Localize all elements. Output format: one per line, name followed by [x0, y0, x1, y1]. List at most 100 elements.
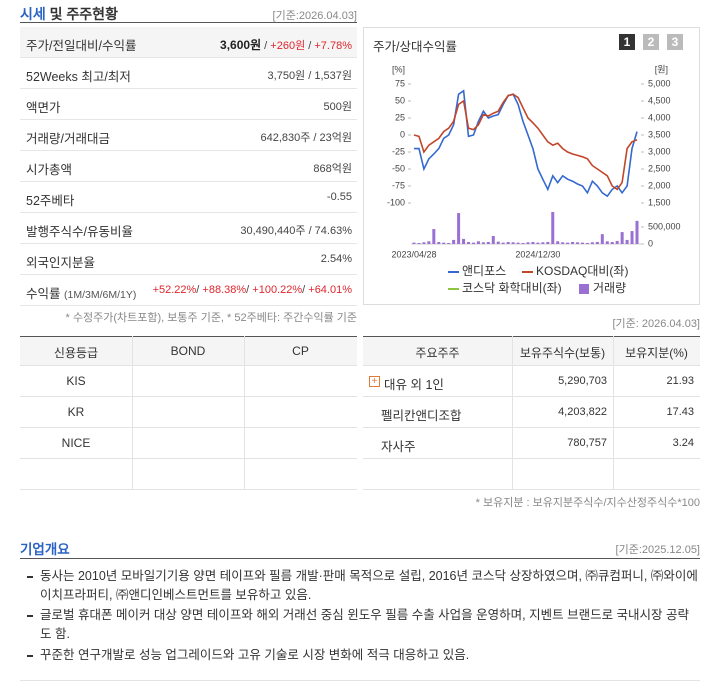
label: 발행주식수/유동비율 — [26, 225, 133, 239]
row-value: 500원 — [324, 98, 352, 114]
value: +260원 — [270, 40, 306, 52]
row-line — [20, 458, 357, 459]
label: 52주베타 — [26, 194, 75, 208]
divider — [20, 558, 700, 559]
overview-title: 기업개요 — [20, 542, 70, 557]
series-line — [413, 93, 638, 191]
overview-item: 글로벌 휴대폰 메이커 대상 양면 테이프와 해외 거래선 중심 윈도우 필름 … — [40, 608, 690, 641]
volume-bar — [635, 220, 639, 244]
col-line — [512, 336, 513, 489]
summary-row: 52주베타 -0.55 — [20, 182, 357, 213]
cell: NICE — [61, 436, 91, 450]
x-tick-label: 2023/04/28 — [391, 249, 436, 259]
chart-tab[interactable]: 3 — [667, 34, 683, 50]
axis-unit: [%] — [392, 64, 405, 74]
title-main: 시세 — [20, 6, 46, 22]
value: +64.01% — [308, 284, 352, 296]
bullet — [27, 576, 33, 578]
y-tick-label: 50 — [395, 95, 405, 105]
header-cell: 주요주주 — [415, 346, 460, 360]
value: 868억원 — [313, 163, 352, 175]
date: [기준:2026.04.03] — [272, 10, 357, 22]
sublabel: (1M/3M/6M/1Y) — [64, 289, 137, 301]
shares: 4,203,822 — [558, 406, 607, 418]
row-value: 868억원 — [313, 160, 352, 176]
volume-bar — [432, 229, 436, 244]
volume-bar — [511, 242, 515, 244]
header-bg — [363, 336, 700, 366]
cell: KIS — [66, 374, 86, 388]
row-value: 3,750원 / 1,537원 — [268, 67, 352, 83]
col-line — [244, 336, 245, 489]
overview-item: 동사는 2010년 모바일기기용 양면 테이프와 필름 개발·판매 목적으로 설… — [40, 569, 698, 602]
header-cell: CP — [292, 344, 309, 358]
legend-label: 거래량 — [593, 281, 626, 295]
row-label: 발행주식수/유동비율 — [26, 221, 133, 240]
volume-bar — [610, 241, 614, 244]
row-label: 52Weeks 최고/최저 — [26, 66, 131, 85]
row-label: 수익률 (1M/3M/6M/1Y) — [26, 283, 136, 302]
y2-tick-label: 5,000 — [648, 78, 671, 88]
y-tick-label: 25 — [395, 112, 405, 122]
volume-bar — [580, 242, 584, 244]
bullet — [27, 615, 33, 617]
note: * 보유지분 : 보유지분주식수/지수산정주식수*100 — [475, 497, 700, 509]
expand-icon[interactable]: + — [369, 376, 380, 387]
chart-tab[interactable]: 2 — [643, 34, 659, 50]
value: 30,490,440주 / 74.63% — [240, 225, 352, 237]
legend-swatch — [579, 284, 589, 294]
volume-bar — [427, 241, 431, 244]
y-tick-label: -50 — [392, 163, 405, 173]
volume-bar — [496, 241, 500, 244]
volume-bar — [422, 242, 426, 244]
summary-row: 액면가 500원 — [20, 89, 357, 120]
y2-tick-label: 2,000 — [648, 180, 671, 190]
chart-title: 주가/상대수익률 — [373, 40, 457, 54]
y2-tick-label: 4,500 — [648, 95, 671, 105]
volume-bar — [467, 241, 471, 244]
summary-row: 거래량/거래대금 642,830주 / 23억원 — [20, 120, 357, 151]
row-value: -0.55 — [327, 191, 352, 203]
value: +88.38% — [202, 284, 247, 296]
value: +7.78% — [314, 40, 352, 52]
summary-row: 수익률 (1M/3M/6M/1Y) +52.22%/ +88.38%/ +100.… — [20, 275, 357, 306]
divider — [20, 22, 357, 23]
date: [기준:2025.12.05] — [615, 544, 700, 556]
col-line — [132, 336, 133, 489]
bullet — [27, 655, 33, 657]
row-line — [20, 365, 357, 366]
holder-name: 자사주 — [381, 440, 416, 454]
volume-bar — [551, 212, 555, 244]
volume-bar — [595, 241, 599, 244]
row-value: 2.54% — [321, 253, 352, 265]
cell: KR — [67, 405, 85, 419]
volume-bar — [600, 234, 604, 244]
legend-label: KOSDAQ대비(좌) — [536, 264, 628, 278]
overview-item: 꾸준한 연구개발로 성능 업그레이드와 고유 기술로 시장 변화에 적극 대응하… — [40, 648, 470, 662]
label: 수익률 — [26, 287, 61, 301]
volume-bar — [585, 242, 589, 244]
row-label: 시가총액 — [26, 159, 72, 178]
volume-bar — [536, 242, 540, 244]
header-cell: 보유주식수(보통) — [519, 346, 606, 360]
label: 액면가 — [26, 101, 61, 115]
legend-label: 앤디포스 — [462, 264, 506, 278]
value: +100.22% — [252, 284, 303, 296]
row-label: 액면가 — [26, 97, 61, 116]
date: [기준: 2026.04.03] — [612, 318, 700, 330]
volume-bar — [457, 213, 461, 244]
volume-bar — [417, 242, 421, 244]
summary-row: 외국인지분율 2.54% — [20, 244, 357, 275]
volume-bar — [546, 241, 550, 244]
legend-label: 코스닥 화학대비(좌) — [462, 281, 562, 295]
volume-bar — [442, 242, 446, 244]
volume-bar — [481, 242, 485, 244]
volume-bar — [447, 242, 451, 244]
stake: 21.93 — [666, 375, 694, 387]
chart-tab[interactable]: 1 — [619, 34, 635, 50]
holder-name: 대유 외 1인 — [384, 378, 444, 392]
y2-tick-label: 3,500 — [648, 129, 671, 139]
volume-bar — [576, 242, 580, 244]
volume-bar — [412, 242, 416, 244]
